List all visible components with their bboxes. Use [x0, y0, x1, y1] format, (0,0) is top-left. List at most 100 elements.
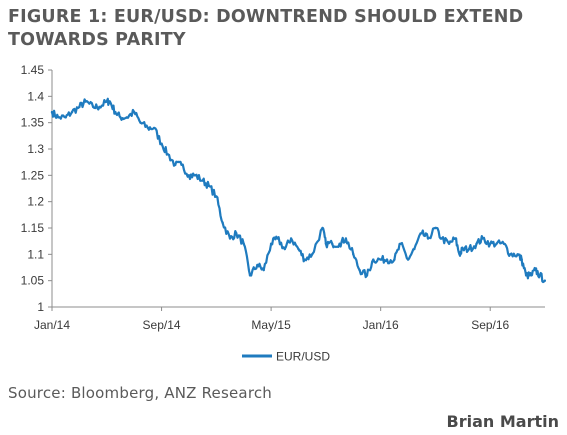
data-point — [406, 258, 410, 261]
data-point — [276, 237, 279, 240]
legend-label: EUR/USD — [276, 350, 330, 364]
data-point — [235, 232, 238, 235]
x-tick-label: Sep/14 — [143, 318, 181, 332]
data-point — [534, 268, 537, 272]
data-point — [447, 242, 451, 245]
data-point — [365, 274, 369, 277]
data-point — [324, 242, 328, 245]
y-tick-label: 1.1 — [27, 247, 44, 261]
data-point — [78, 105, 81, 109]
data-point — [338, 242, 341, 245]
data-point — [344, 237, 348, 240]
data-point — [139, 121, 142, 124]
data-point — [502, 242, 506, 245]
x-tick-label: Jan/14 — [34, 318, 70, 332]
x-tick-label: May/15 — [251, 318, 291, 332]
data-point — [467, 247, 471, 251]
data-point — [434, 226, 437, 230]
data-point — [108, 100, 112, 103]
data-point — [262, 268, 265, 272]
y-tick-label: 1.2 — [27, 195, 44, 209]
figure-title: FIGURE 1: EUR/USD: DOWNTREND SHOULD EXTE… — [8, 7, 524, 50]
data-point — [489, 242, 492, 245]
data-point — [509, 253, 512, 256]
data-point — [461, 247, 464, 251]
y-tick-label: 1.05 — [21, 274, 45, 288]
data-point — [228, 237, 232, 240]
series-line-eurusd — [50, 97, 546, 284]
data-point — [440, 237, 443, 240]
data-point — [201, 179, 204, 182]
data-point — [70, 110, 74, 114]
data-point — [207, 184, 211, 188]
data-point — [98, 105, 101, 109]
data-point — [358, 268, 361, 272]
data-point — [215, 195, 218, 198]
data-point — [84, 100, 87, 103]
x-tick-label: Jan/16 — [363, 318, 399, 332]
data-point — [194, 174, 197, 177]
data-point — [481, 237, 484, 240]
data-point — [393, 258, 396, 261]
legend: EUR/USD — [242, 350, 330, 364]
data-point — [125, 116, 128, 119]
data-point — [289, 237, 293, 240]
y-axis: 1 1.05 1.1 1.15 1.2 1.25 1.3 1.35 1.4 1.45 — [21, 63, 53, 314]
data-point — [303, 258, 306, 261]
data-point — [543, 279, 546, 282]
data-point — [50, 110, 54, 114]
data-point — [379, 258, 382, 261]
data-point — [166, 153, 169, 156]
y-tick-label: 1.15 — [21, 221, 45, 235]
data-point — [242, 242, 245, 245]
x-axis: Jan/14 Sep/14 May/15 Jan/16 Sep/16 — [34, 306, 545, 332]
data-point — [385, 258, 389, 261]
data-point — [221, 221, 224, 224]
y-tick-label: 1.25 — [21, 168, 45, 182]
data-point — [57, 116, 60, 119]
x-tick-label: Sep/16 — [471, 318, 509, 332]
data-point — [174, 163, 177, 166]
y-tick-label: 1.4 — [27, 89, 44, 103]
data-point — [133, 110, 136, 114]
data-point — [187, 174, 191, 177]
data-point — [420, 232, 423, 235]
source-note: Source: Bloomberg, ANZ Research — [8, 384, 273, 402]
data-point — [413, 247, 416, 251]
data-point — [321, 226, 324, 230]
data-point — [516, 253, 519, 256]
y-tick-label: 1.3 — [27, 142, 44, 156]
data-point — [160, 142, 163, 145]
data-point — [146, 126, 150, 130]
y-tick-label: 1 — [37, 300, 44, 314]
data-point — [297, 247, 300, 251]
data-point — [152, 126, 156, 130]
data-point — [538, 274, 541, 277]
author-name: Brian Martin — [446, 412, 559, 431]
data-point — [64, 116, 67, 119]
data-point — [331, 242, 334, 245]
data-point — [105, 100, 109, 103]
data-point — [311, 253, 314, 256]
data-point — [520, 258, 523, 261]
data-point — [283, 247, 286, 251]
data-point — [119, 116, 122, 119]
data-point — [530, 274, 533, 277]
data-point — [426, 237, 430, 240]
data-point — [372, 258, 375, 261]
data-point — [180, 163, 183, 166]
data-point — [269, 242, 273, 245]
data-point — [454, 237, 457, 240]
data-point — [399, 242, 402, 245]
data-point — [524, 274, 528, 277]
y-tick-label: 1.35 — [21, 116, 45, 130]
data-point — [352, 253, 355, 256]
data-point — [475, 242, 478, 245]
data-point — [248, 274, 252, 277]
data-point — [256, 263, 259, 267]
data-point — [458, 253, 461, 256]
data-point — [114, 110, 117, 114]
data-point — [495, 242, 498, 245]
series-layer — [50, 97, 546, 284]
